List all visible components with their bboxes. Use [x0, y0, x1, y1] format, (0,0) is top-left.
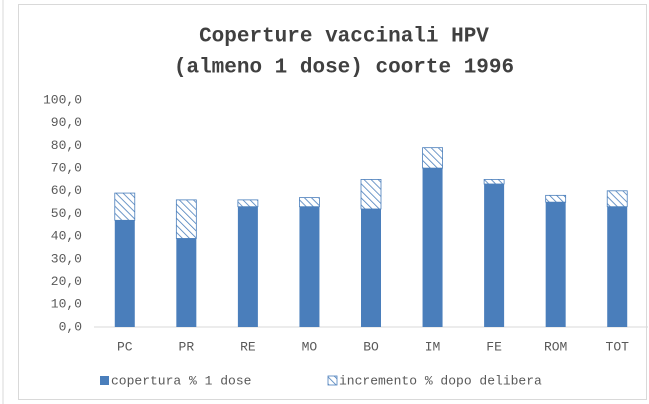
y-tick-label: 40,0	[51, 229, 82, 244]
x-tick-label: MO	[302, 339, 318, 354]
x-tick-label: TOT	[606, 339, 630, 354]
x-tick-label: IM	[425, 339, 441, 354]
y-tick-label: 20,0	[51, 274, 82, 289]
x-tick-label: PC	[117, 339, 133, 354]
legend-label: copertura % 1 dose	[111, 373, 251, 388]
y-tick-label: 100,0	[43, 92, 82, 107]
x-tick-label: FE	[486, 339, 502, 354]
bar-segment	[361, 208, 381, 327]
bar-segment	[299, 206, 320, 327]
y-tick-label: 80,0	[51, 138, 82, 153]
bar-segment	[360, 179, 382, 210]
legend-label: incremento % dopo delibera	[339, 373, 542, 388]
bar-segment	[175, 199, 197, 239]
y-tick-label: 0,0	[59, 319, 82, 334]
legend-swatch	[327, 375, 338, 386]
bar-segment	[114, 192, 136, 221]
bar-segment	[422, 168, 443, 327]
bar-segment	[606, 190, 628, 208]
y-tick-label: 90,0	[51, 115, 82, 130]
bar-segment	[114, 220, 135, 327]
y-tick-label: 70,0	[51, 161, 82, 176]
bar-segment	[484, 183, 505, 327]
bar-segment	[483, 179, 505, 185]
x-tick-label: RE	[240, 339, 256, 354]
bar-segment	[299, 197, 320, 208]
y-tick-label: 60,0	[51, 183, 82, 198]
bar-segment	[545, 194, 567, 203]
x-tick-label: ROM	[544, 339, 567, 354]
chart-title: Coperture vaccinali HPV	[199, 26, 489, 49]
legend-swatch	[100, 376, 109, 385]
bar-segment	[237, 206, 258, 327]
bar-segment	[237, 199, 259, 208]
x-tick-label: BO	[363, 339, 379, 354]
y-tick-label: 10,0	[51, 297, 82, 312]
bar-segment	[607, 206, 628, 327]
bar-segment	[545, 202, 566, 327]
y-tick-label: 50,0	[51, 206, 82, 221]
bar-segment	[422, 147, 443, 169]
bar-segment	[176, 238, 197, 327]
x-tick-label: PR	[179, 339, 195, 354]
chart-title: (almeno 1 dose) coorte 1996	[174, 57, 514, 80]
y-tick-label: 30,0	[51, 251, 82, 266]
